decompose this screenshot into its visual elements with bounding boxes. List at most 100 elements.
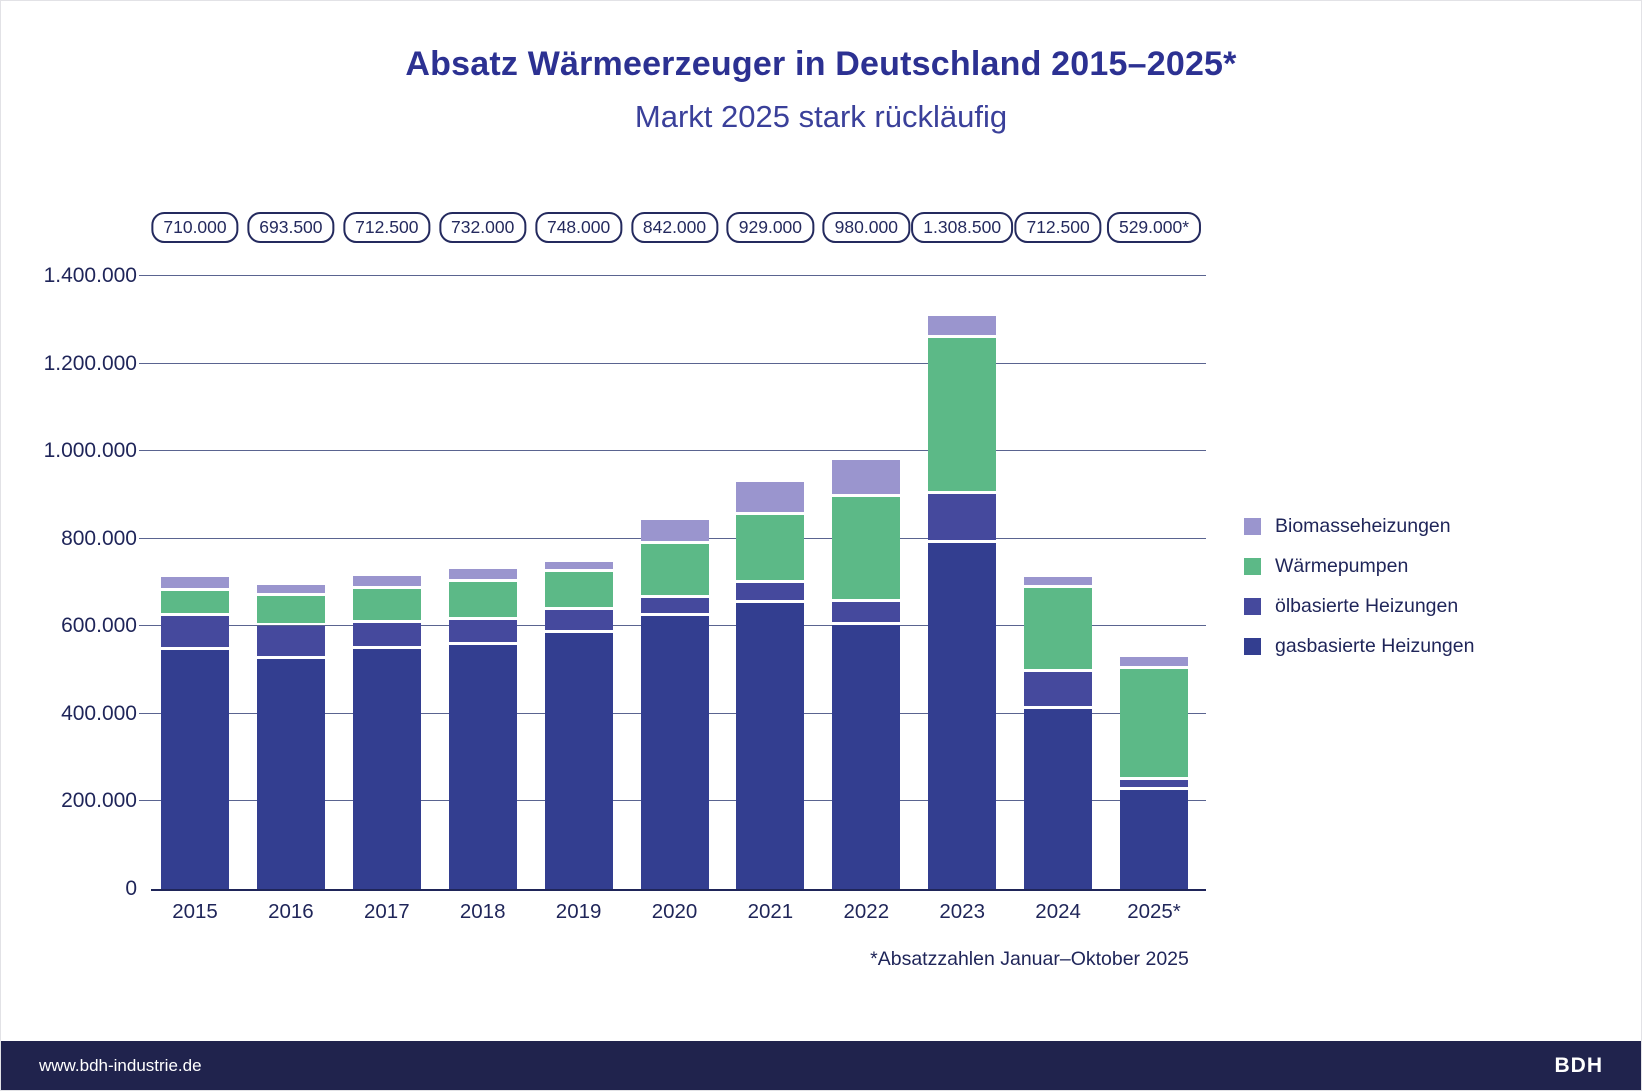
bar-2018 [448,569,517,889]
x-tick-label-2020: 2020 [651,900,698,923]
bar-segment-ölbasierte [544,610,613,630]
bar-2016 [256,585,325,889]
legend-label: Biomasseheizungen [1275,515,1451,537]
bar-segment-wärmepumpen [1024,588,1093,669]
bar-segment-wärmepumpen [448,582,517,617]
total-badge-2020: 842.000 [630,212,719,244]
y-tick-label: 600.000 [61,614,137,638]
bar-segment-gasbasierte [832,625,901,889]
bar-segment-gasbasierte [544,633,613,889]
footer-website-link[interactable]: www.bdh-industrie.de [39,1055,202,1075]
chart-title: Absatz Wärmeerzeuger in Deutschland 2015… [405,45,1237,83]
bar-segment-ölbasierte [256,626,325,656]
x-tick-label-2022: 2022 [843,900,890,923]
x-tick-label-2018: 2018 [459,900,506,923]
x-tick-label-2024: 2024 [1035,900,1081,923]
legend-item-gasbasierte: gasbasierte Heizungen [1244,635,1474,658]
bar-segment-gasbasierte [1024,709,1093,889]
bar-segment-gasbasierte [928,543,997,889]
bar-segment-ölbasierte [1120,780,1188,787]
y-tick-label: 200.000 [61,789,137,813]
bar-2017 [352,576,421,889]
gridline-1.200.000 [139,362,1206,364]
bdh-logo: BDH [1554,1053,1603,1077]
bar-2024 [1024,577,1093,889]
total-badge-2015: 710.000 [151,212,239,244]
total-badge-2018: 732.000 [439,212,527,244]
gridline-1.000.000 [139,450,1206,452]
bar-2023 [928,316,997,889]
bar-segment-gasbasierte [736,603,805,889]
bar-segment-ölbasierte [928,494,997,540]
bar-segment-gasbasierte [448,645,517,889]
legend-swatch-icon [1244,558,1261,575]
bar-segment-gasbasierte [352,649,421,889]
bar-segment-gasbasierte [256,659,325,889]
bar-segment-ölbasierte [736,583,805,600]
bar-segment-ölbasierte [352,623,421,646]
bar-segment-biomasseheizungen [1024,577,1093,585]
y-tick-label: 800.000 [61,526,137,550]
x-tick-label-2023: 2023 [939,900,985,923]
gridline-1.400.000 [139,275,1206,276]
bar-segment-biomasseheizungen [928,316,997,335]
bar-segment-wärmepumpen [256,596,325,623]
legend-label: gasbasierte Heizungen [1275,635,1475,657]
legend-label: ölbasierte Heizungen [1275,595,1459,617]
x-tick-label-2019: 2019 [555,900,602,923]
legend-item-ölbasierte: ölbasierte Heizungen [1244,595,1474,618]
bar-segment-biomasseheizungen [256,585,325,593]
bar-segment-biomasseheizungen [640,520,709,541]
bar-segment-biomasseheizungen [736,482,805,512]
bar-2022 [832,460,901,889]
bar-segment-wärmepumpen [1120,669,1188,777]
bar-segment-ölbasierte [640,598,709,613]
bar-2020 [640,520,709,889]
bar-segment-gasbasierte [1120,790,1188,889]
legend-item-wärmepumpen: Wärmepumpen [1244,555,1474,578]
bar-segment-biomasseheizungen [161,577,229,588]
total-badge-2022: 980.000 [822,212,910,244]
total-badge-2019: 748.000 [534,212,623,244]
bar-segment-ölbasierte [161,616,229,647]
total-badge-2021: 929.000 [726,212,815,244]
bar-segment-ölbasierte [448,620,517,642]
bar-segment-biomasseheizungen [544,562,613,569]
bar-segment-wärmepumpen [640,544,709,595]
bar-segment-wärmepumpen [832,497,901,599]
legend-swatch-icon [1244,598,1261,615]
chart-footnote: *Absatzzahlen Januar–Oktober 2025 [870,948,1189,970]
plot-area [139,275,1206,891]
legend-swatch-icon [1244,518,1261,535]
legend-item-biomasseheizungen: Biomasseheizungen [1244,515,1474,538]
chart-subtitle: Markt 2025 stark rückläufig [634,99,1008,134]
bar-segment-biomasseheizungen [448,569,517,579]
bar-2021 [736,482,805,889]
x-tick-label-2017: 2017 [363,900,410,923]
bar-segment-ölbasierte [1024,672,1093,706]
total-badge-2023: 1.308.500 [911,212,1014,244]
bar-segment-biomasseheizungen [1120,657,1188,666]
y-tick-label: 1.400.000 [43,264,137,287]
bar-segment-ölbasierte [832,602,901,622]
legend-swatch-icon [1244,638,1261,655]
legend-label: Wärmepumpen [1275,555,1409,577]
bar-segment-wärmepumpen [161,591,229,613]
bar-2015 [161,577,229,889]
bar-segment-wärmepumpen [928,338,997,491]
total-badge-2017: 712.500 [343,212,431,244]
x-tick-label-2016: 2016 [268,900,314,923]
y-tick-label: 0 [125,877,137,900]
bar-2019 [544,562,613,889]
bar-segment-biomasseheizungen [352,576,421,586]
bar-segment-gasbasierte [161,650,229,889]
bar-segment-biomasseheizungen [832,460,901,494]
total-badge-2024: 712.500 [1014,212,1102,244]
total-badge-2016: 693.500 [247,212,335,244]
y-tick-label: 1.000.000 [43,439,137,463]
x-tick-label-2025: 2025* [1127,900,1181,923]
x-tick-label-2021: 2021 [747,900,794,923]
bar-segment-wärmepumpen [736,515,805,580]
bar-segment-wärmepumpen [352,589,421,620]
